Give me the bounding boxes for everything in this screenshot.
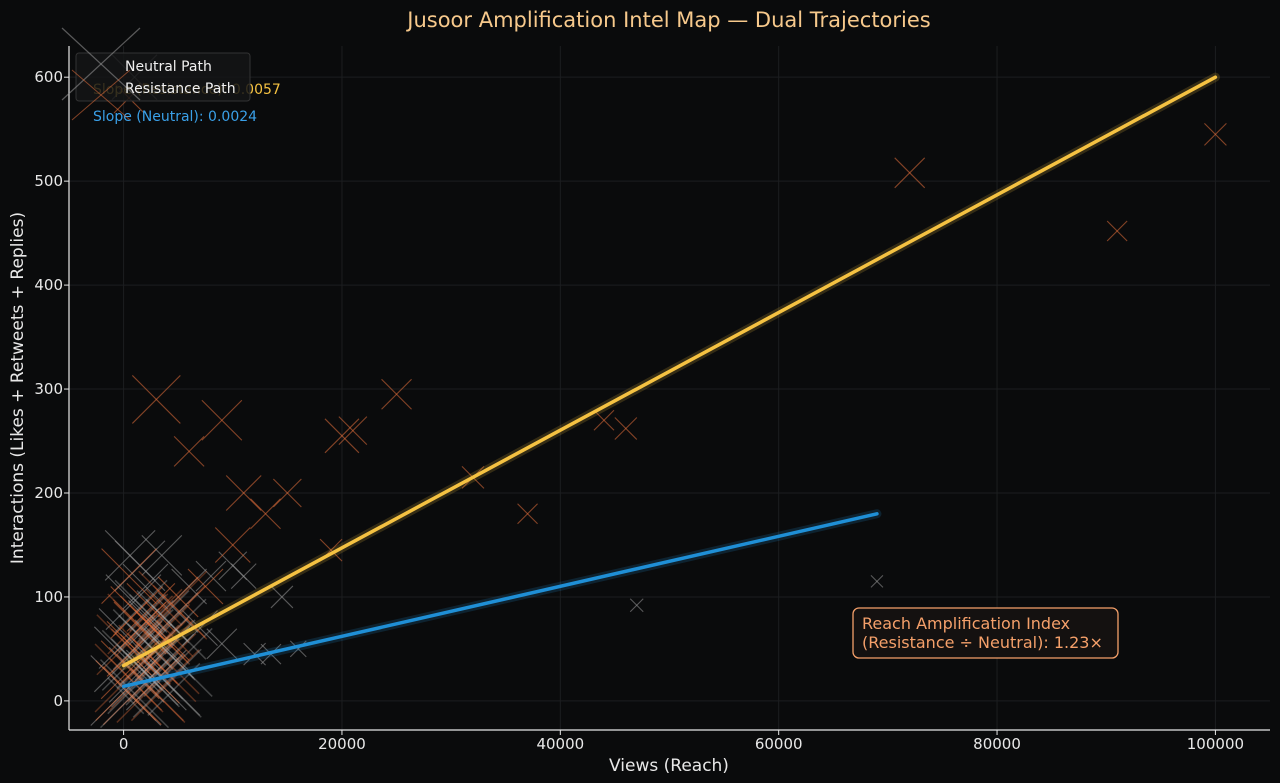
resistance-point-11 — [173, 436, 205, 467]
resistance-point-26 — [1106, 220, 1128, 242]
y-tick-label-6: 600 — [34, 68, 63, 86]
resistance-point-13 — [201, 399, 243, 441]
resistance-point-0 — [95, 660, 157, 721]
x-tick-label-2: 40000 — [536, 735, 584, 753]
resistance-point-25 — [894, 157, 926, 189]
resistance-point-19 — [381, 378, 412, 410]
legend-label-resistance: Resistance Path — [125, 81, 236, 97]
resistance-point-27 — [1204, 122, 1227, 146]
neutral-point-17 — [270, 585, 294, 609]
resistance-point-29 — [101, 548, 157, 605]
resistance-point-12 — [131, 375, 181, 424]
neutral-point-1 — [105, 574, 162, 631]
neutral-point-8 — [157, 592, 199, 633]
legend-marker-resistance — [71, 69, 131, 121]
grid — [69, 46, 1270, 730]
neutral-point-3 — [122, 563, 169, 610]
resistance-point-22 — [517, 503, 538, 525]
resistance-point-17 — [324, 418, 360, 454]
resistance-point-30 — [187, 568, 224, 605]
x-tick-label-0: 0 — [119, 735, 129, 753]
neutral-trend-line — [121, 512, 879, 689]
neutral-point-12 — [206, 628, 238, 660]
neutral-point-23 — [108, 647, 165, 703]
x-tick-label-4: 80000 — [973, 735, 1021, 753]
amplification-line2: (Resistance ÷ Neutral): 1.23× — [862, 633, 1103, 652]
amplification-index-box: Reach Amplification Index (Resistance ÷ … — [852, 607, 1119, 659]
scatter-points — [90, 54, 1227, 729]
trend-lines — [119, 72, 1220, 691]
resistance-point-24 — [614, 417, 638, 440]
resistance-point-5 — [126, 582, 176, 632]
resistance-point-14 — [225, 475, 262, 511]
neutral-point-15 — [243, 642, 266, 666]
x-axis-label: Views (Reach) — [609, 756, 729, 776]
x-tick-label-1: 20000 — [318, 735, 366, 753]
amplification-line1: Reach Amplification Index — [862, 614, 1070, 633]
neutral-point-5 — [127, 600, 174, 646]
axes — [68, 46, 1270, 731]
resistance-point-15 — [250, 498, 281, 530]
y-tick-label-4: 400 — [34, 276, 63, 294]
resistance-point-9 — [144, 616, 190, 661]
resistance-point-28 — [214, 527, 251, 563]
resistance-point-8 — [110, 586, 164, 639]
y-tick-label-2: 200 — [34, 484, 63, 502]
neutral-point-19 — [870, 574, 884, 588]
neutral-point-24 — [104, 529, 156, 581]
legend-marker-neutral — [61, 27, 141, 101]
y-tick-label-1: 100 — [34, 588, 63, 606]
resistance-point-16 — [272, 478, 302, 508]
origin-cluster — [94, 570, 213, 729]
neutral-point-25 — [141, 534, 183, 576]
neutral-point-20 — [629, 598, 644, 613]
resistance-point-7 — [102, 666, 162, 726]
x-tick-label-5: 100000 — [1187, 735, 1244, 753]
y-axis-label: Interactions (Likes + Retweets + Replies… — [8, 212, 28, 564]
resistance-point-10 — [157, 576, 199, 618]
neutral-point-14 — [230, 563, 257, 590]
legend-box — [75, 52, 251, 102]
y-tick-label-5: 500 — [34, 172, 63, 190]
amplification-box-frame — [852, 607, 1119, 659]
x-tick-label-3: 60000 — [755, 735, 803, 753]
y-tick-label-3: 300 — [34, 380, 63, 398]
resistance-point-18 — [338, 416, 368, 446]
resistance-point-23 — [593, 409, 615, 431]
ticks: 0 20000 40000 60000 80000 100000 0 100 200 300 400… — [34, 68, 1244, 753]
chart-title: Jusoor Amplification Intel Map — Dual Tr… — [405, 8, 930, 32]
neutral-point-11 — [195, 560, 227, 592]
legend-label-neutral: Neutral Path — [125, 59, 212, 75]
resistance-trend-line — [121, 75, 1218, 668]
slope-neutral-text: Slope (Neutral): 0.0024 — [93, 109, 257, 125]
y-tick-label-0: 0 — [53, 692, 63, 710]
legend: Neutral Path Resistance Path — [61, 27, 251, 121]
